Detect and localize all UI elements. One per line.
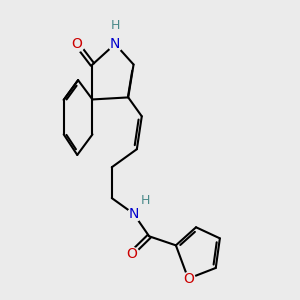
Text: O: O [126,247,137,261]
Text: H: H [141,194,151,207]
Text: N: N [128,207,139,221]
Text: O: O [71,37,82,51]
Text: N: N [110,37,120,51]
Text: O: O [183,272,194,286]
Text: H: H [110,19,120,32]
